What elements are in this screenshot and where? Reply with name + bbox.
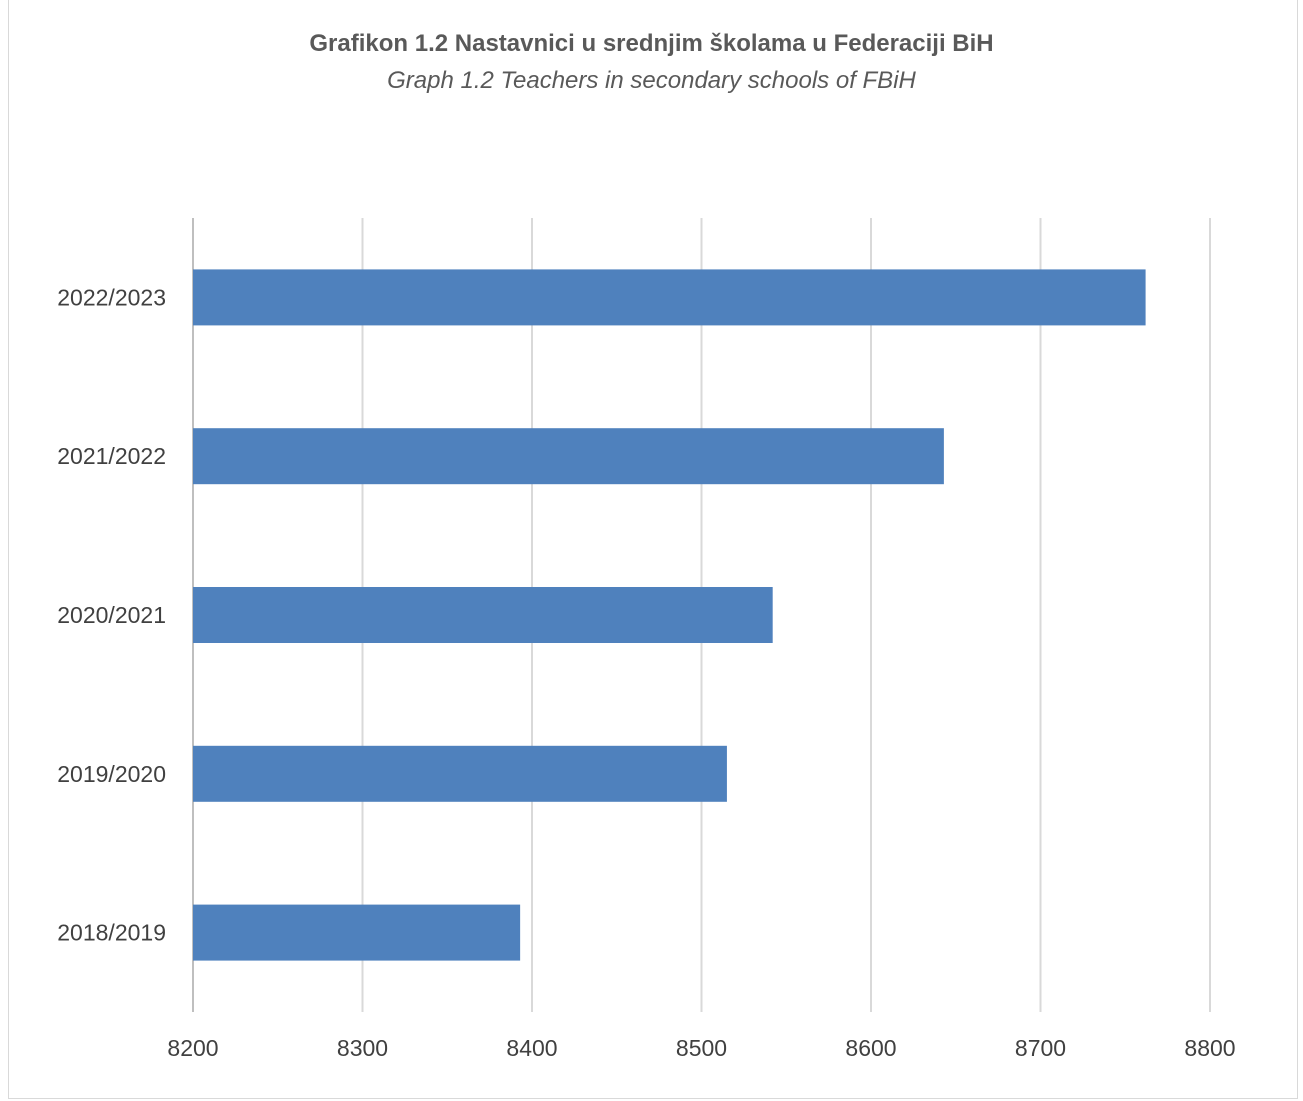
- x-tick-label: 8600: [845, 1035, 896, 1061]
- category-label: 2021/2022: [57, 443, 166, 469]
- bar: [193, 269, 1146, 326]
- y-axis-categories: 2022/2023 2021/2022 2020/2021 2019/2020 2018…: [57, 284, 166, 945]
- x-tick-label: 8800: [1184, 1035, 1235, 1061]
- chart-title: Grafikon 1.2 Nastavnici u srednjim škola…: [309, 30, 994, 57]
- x-tick-label: 8400: [506, 1035, 557, 1061]
- x-tick-label: 8200: [167, 1035, 218, 1061]
- category-label: 2018/2019: [57, 920, 166, 946]
- bar: [193, 904, 521, 961]
- category-label: 2020/2021: [57, 602, 166, 628]
- bar: [193, 587, 773, 643]
- category-label: 2019/2020: [57, 761, 166, 787]
- bar: [193, 745, 727, 802]
- category-label: 2022/2023: [57, 284, 166, 310]
- x-axis-ticks: 8200 8300 8400 8500 8600 8700 8800: [167, 1035, 1235, 1061]
- bar: [193, 428, 944, 485]
- x-tick-label: 8300: [337, 1035, 388, 1061]
- bars: [193, 269, 1146, 961]
- x-tick-label: 8500: [676, 1035, 727, 1061]
- x-tick-label: 8700: [1015, 1035, 1066, 1061]
- chart-subtitle: Graph 1.2 Teachers in secondary schools …: [387, 67, 916, 94]
